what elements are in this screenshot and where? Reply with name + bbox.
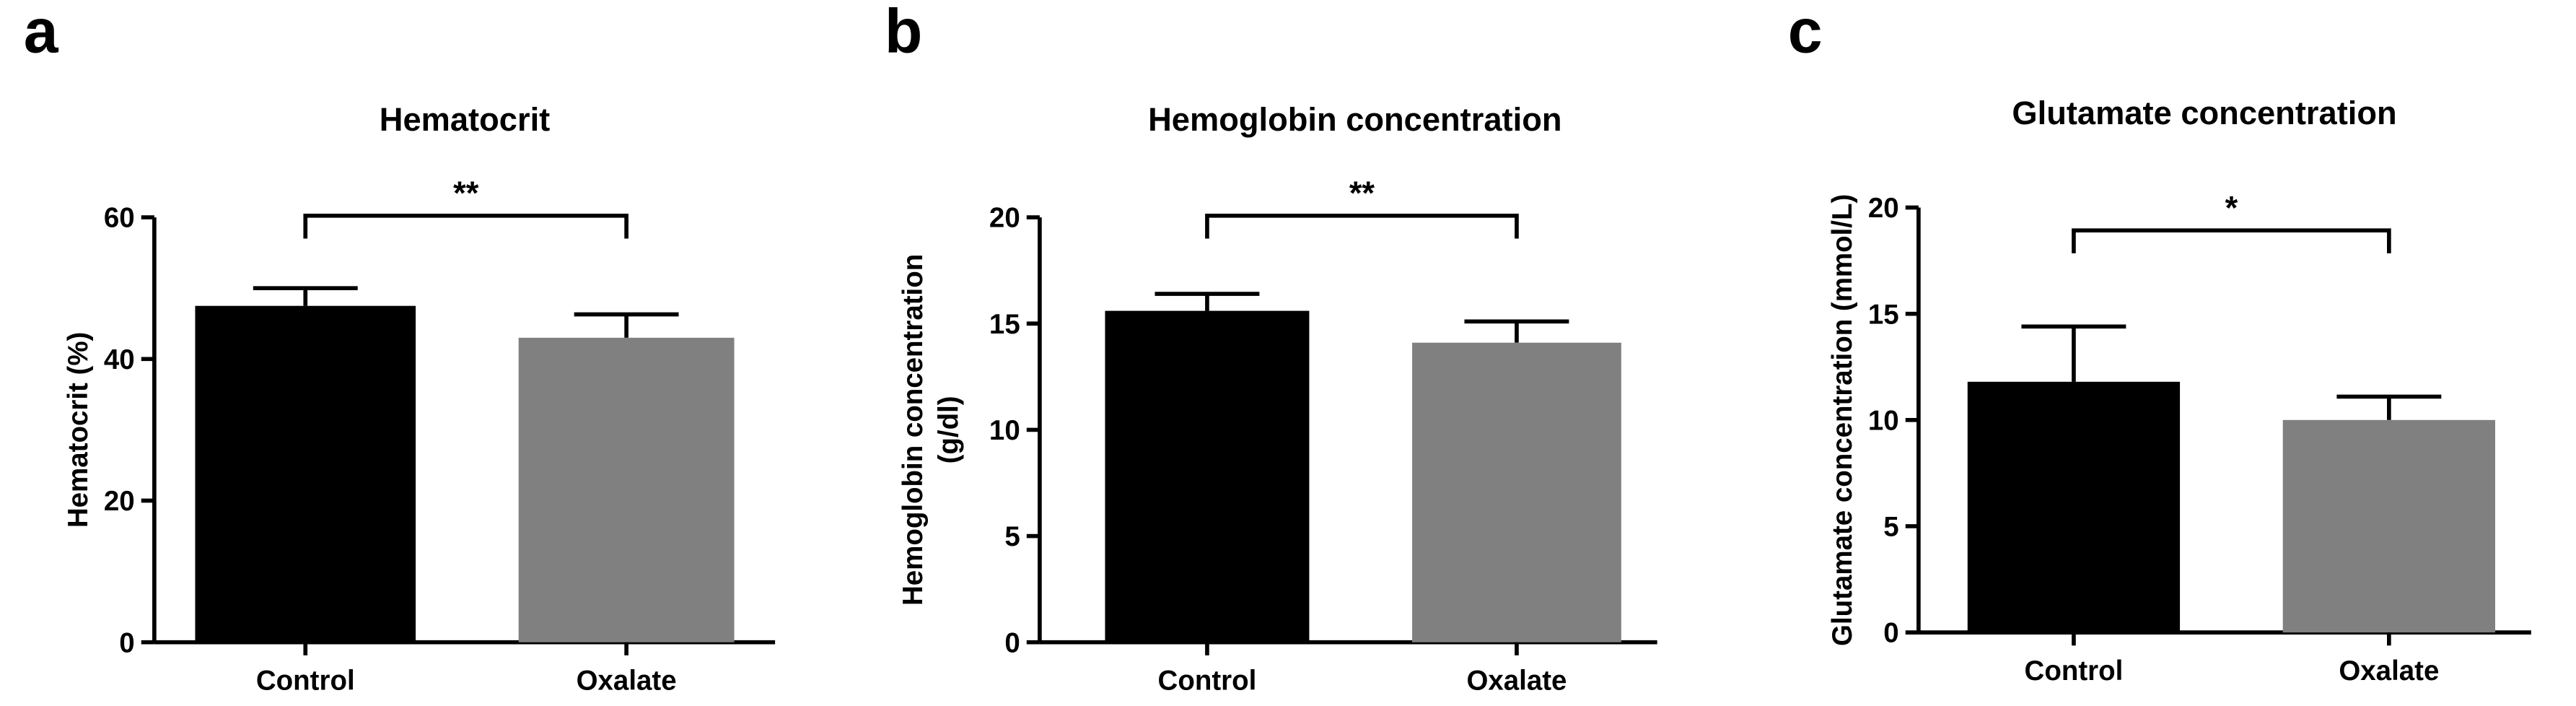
bar: [195, 305, 416, 642]
bar: [1105, 310, 1310, 642]
y-tick-label: 15: [1868, 299, 1899, 330]
significance-bracket: [303, 214, 628, 239]
x-tick-label: Oxalate: [2339, 655, 2439, 687]
y-tick-label: 0: [1004, 627, 1020, 658]
y-axis-label: (g/dl): [934, 396, 965, 463]
y-tick-label: 5: [1883, 512, 1898, 543]
y-tick-label: 60: [104, 203, 135, 234]
y-axis-label: Hemoglobin concentration: [898, 254, 929, 606]
x-tick-label: Oxalate: [1466, 665, 1567, 696]
panel-letter: b: [885, 0, 923, 66]
significance-label: **: [453, 175, 479, 212]
panel-letter: c: [1788, 0, 1823, 66]
bar: [2282, 419, 2496, 633]
significance-bracket: [1205, 214, 1519, 239]
y-tick-label: 10: [1868, 405, 1899, 436]
y-tick-label: 40: [104, 344, 135, 375]
x-tick-label: Control: [1158, 665, 1257, 696]
y-tick-label: 20: [1868, 193, 1899, 224]
y-tick-label: 0: [1883, 618, 1898, 649]
y-tick-label: 10: [989, 415, 1020, 446]
y-axis-label: Glutamate concentration (mmol/L): [1827, 194, 1858, 646]
panel-letter: a: [24, 0, 59, 66]
y-tick-label: 15: [989, 309, 1020, 340]
x-tick-label: Control: [2025, 655, 2124, 687]
chart-title: Hematocrit: [380, 101, 550, 138]
significance-bracket: [2072, 228, 2391, 253]
bar: [1967, 381, 2181, 633]
bar: [518, 337, 735, 642]
y-tick-label: 5: [1004, 521, 1020, 552]
y-tick-label: 20: [989, 203, 1020, 234]
significance-label: *: [2225, 189, 2238, 226]
y-axis-label: Hematocrit (%): [63, 332, 94, 528]
y-tick-label: 20: [104, 486, 135, 517]
significance-label: **: [1349, 175, 1375, 212]
chart-title: Hemoglobin concentration: [1148, 101, 1561, 138]
y-tick-label: 0: [119, 627, 134, 658]
x-tick-label: Oxalate: [577, 665, 677, 696]
chart-title: Glutamate concentration: [2012, 95, 2396, 131]
x-tick-label: Control: [256, 665, 355, 696]
bar: [1412, 342, 1621, 642]
